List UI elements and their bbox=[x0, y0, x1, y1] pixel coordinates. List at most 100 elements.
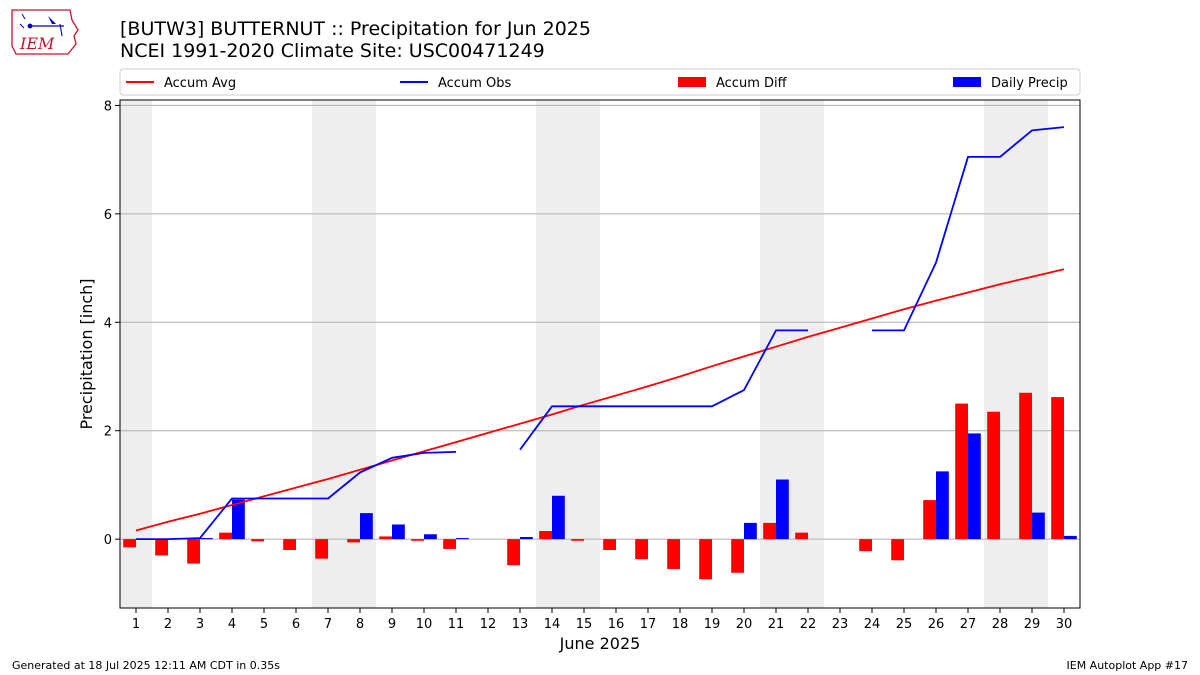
accum-diff-bar-1 bbox=[123, 539, 136, 548]
accum-obs-line-segment-1 bbox=[519, 329, 808, 451]
x-tick-label-11: 11 bbox=[448, 617, 465, 632]
accum-avg-line-segment-0 bbox=[135, 268, 1065, 532]
weekend-band-1 bbox=[120, 100, 152, 608]
y-tick-label-6: 6 bbox=[104, 208, 112, 223]
daily-precip-bar-10 bbox=[424, 534, 437, 540]
x-tick-label-8: 8 bbox=[356, 617, 364, 632]
accum-obs-line-segment-0 bbox=[136, 451, 457, 540]
daily-precip-bar-8 bbox=[360, 513, 373, 540]
x-tick-label-24: 24 bbox=[864, 617, 881, 632]
daily-precip-bar-13 bbox=[520, 536, 533, 540]
accum-diff-bar-19 bbox=[699, 539, 712, 580]
x-tick-label-23: 23 bbox=[832, 617, 849, 632]
x-tick-label-4: 4 bbox=[228, 617, 236, 632]
x-tick-label-2: 2 bbox=[164, 617, 172, 632]
bars bbox=[123, 392, 1077, 580]
y-axis-label: Precipitation [inch] bbox=[77, 278, 96, 429]
x-tick-label-17: 17 bbox=[640, 617, 657, 632]
legend-label-accum-obs: Accum Obs bbox=[438, 76, 511, 91]
accum-diff-bar-21 bbox=[763, 522, 776, 540]
x-tick-label-3: 3 bbox=[196, 617, 204, 632]
legend-swatch-daily-precip bbox=[953, 77, 981, 87]
x-tick-label-27: 27 bbox=[960, 617, 977, 632]
daily-precip-bar-9 bbox=[392, 524, 405, 540]
x-tick-label-28: 28 bbox=[992, 617, 1009, 632]
accum-diff-bar-26 bbox=[923, 500, 936, 540]
x-tick-label-6: 6 bbox=[292, 617, 300, 632]
x-tick-label-15: 15 bbox=[576, 617, 593, 632]
x-tick-label-14: 14 bbox=[544, 617, 561, 632]
accum-diff-bar-7 bbox=[315, 539, 328, 559]
x-tick-label-10: 10 bbox=[416, 617, 433, 632]
accum-obs-line-segment-2 bbox=[872, 126, 1065, 332]
x-tick-label-29: 29 bbox=[1024, 617, 1041, 632]
y-tick-label-8: 8 bbox=[104, 99, 112, 114]
x-axis-label: June 2025 bbox=[559, 634, 641, 653]
daily-precip-bar-4 bbox=[232, 499, 245, 540]
x-tick-label-30: 30 bbox=[1056, 617, 1073, 632]
legend: Accum Avg Accum Obs Accum Diff Daily Precip bbox=[119, 68, 1081, 96]
generated-timestamp: Generated at 18 Jul 2025 12:11 AM CDT in… bbox=[12, 659, 280, 672]
x-tick-label-5: 5 bbox=[260, 617, 268, 632]
accum-diff-bar-24 bbox=[859, 539, 872, 552]
accum-diff-bar-2 bbox=[155, 539, 168, 556]
accum-diff-bar-15 bbox=[571, 539, 584, 541]
x-tick-label-12: 12 bbox=[480, 617, 497, 632]
x-tick-label-21: 21 bbox=[768, 617, 785, 632]
accum-diff-bar-29 bbox=[1019, 392, 1032, 540]
daily-precip-bar-29 bbox=[1032, 512, 1045, 540]
x-tick-label-26: 26 bbox=[928, 617, 945, 632]
accum-diff-bar-14 bbox=[539, 531, 552, 540]
accum-diff-bar-5 bbox=[251, 539, 264, 542]
accum-diff-bar-30 bbox=[1051, 397, 1064, 540]
legend-swatch-accum-diff bbox=[678, 77, 706, 87]
weekend-band-22 bbox=[792, 100, 824, 608]
x-tick-label-20: 20 bbox=[736, 617, 753, 632]
accum-diff-bar-9 bbox=[379, 536, 392, 540]
y-tick-label-2: 2 bbox=[104, 425, 112, 440]
legend-label-accum-diff: Accum Diff bbox=[716, 76, 788, 91]
accum-diff-bar-6 bbox=[283, 539, 296, 550]
app-credit: IEM Autoplot App #17 bbox=[1066, 659, 1189, 672]
x-tick-label-18: 18 bbox=[672, 617, 689, 632]
x-tick-label-19: 19 bbox=[704, 617, 721, 632]
x-tick-label-25: 25 bbox=[896, 617, 913, 632]
x-tick-label-1: 1 bbox=[132, 617, 140, 632]
y-tick-label-0: 0 bbox=[104, 533, 112, 548]
lines bbox=[135, 126, 1065, 540]
accum-diff-bar-4 bbox=[219, 532, 232, 540]
iowa-outline bbox=[11, 9, 79, 55]
accum-diff-bar-3 bbox=[187, 539, 200, 564]
daily-precip-bar-11 bbox=[456, 538, 469, 540]
grid-lines bbox=[120, 104, 1080, 540]
daily-precip-bar-20 bbox=[744, 522, 757, 540]
weekend-band-15 bbox=[568, 100, 600, 608]
x-tick-label-9: 9 bbox=[388, 617, 396, 632]
accum-diff-bar-10 bbox=[411, 539, 424, 541]
daily-precip-bar-3 bbox=[200, 538, 213, 540]
accum-diff-bar-20 bbox=[731, 539, 744, 573]
x-tick-label-22: 22 bbox=[800, 617, 817, 632]
daily-precip-bar-21 bbox=[776, 479, 789, 540]
legend-label-daily-precip: Daily Precip bbox=[991, 76, 1068, 91]
accum-diff-bar-22 bbox=[795, 532, 808, 540]
daily-precip-bar-27 bbox=[968, 433, 981, 540]
accum-diff-bar-27 bbox=[955, 403, 968, 540]
x-tick-label-16: 16 bbox=[608, 617, 625, 632]
accum-diff-bar-18 bbox=[667, 539, 680, 569]
accum-diff-bar-17 bbox=[635, 539, 648, 560]
x-tick-label-7: 7 bbox=[324, 617, 332, 632]
iem-logo: IEM bbox=[8, 6, 82, 60]
x-tick-label-13: 13 bbox=[512, 617, 529, 632]
accum-diff-bar-11 bbox=[443, 539, 456, 549]
weekend-shading bbox=[120, 100, 1048, 608]
accum-diff-bar-13 bbox=[507, 539, 520, 566]
accum-diff-bar-8 bbox=[347, 539, 360, 543]
legend-label-accum-avg: Accum Avg bbox=[164, 76, 236, 91]
weekend-band-7 bbox=[312, 100, 344, 608]
legend-box bbox=[119, 68, 1081, 96]
accum-diff-bar-28 bbox=[987, 411, 1000, 540]
accum-diff-bar-16 bbox=[603, 539, 616, 550]
